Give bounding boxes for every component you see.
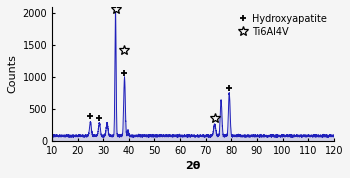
Legend: Hydroxyapatite, Ti6Al4V: Hydroxyapatite, Ti6Al4V — [237, 12, 329, 39]
X-axis label: 2θ: 2θ — [185, 161, 201, 171]
Y-axis label: Counts: Counts — [7, 54, 17, 93]
